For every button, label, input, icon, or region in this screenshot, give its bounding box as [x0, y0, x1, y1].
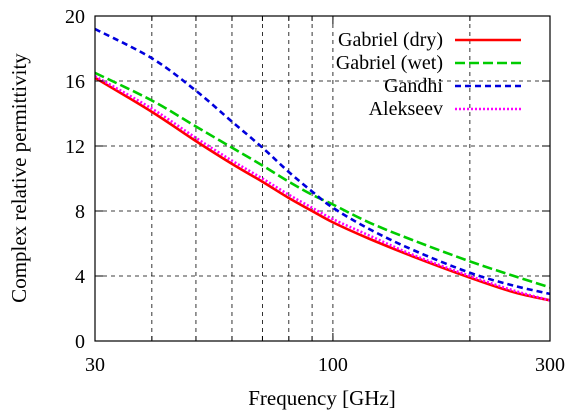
- x-tick-label: 300: [535, 354, 565, 376]
- plot-frame: [94, 15, 551, 342]
- series-line-gabriel-wet: [94, 71, 551, 289]
- x-tick-label: 30: [85, 354, 105, 376]
- x-tick-label: 100: [318, 354, 348, 376]
- legend-label: Gabriel (wet): [336, 52, 443, 74]
- legend-label: Gandhi: [384, 75, 443, 97]
- series-lines: [94, 27, 551, 302]
- series-line-alekseev: [94, 75, 551, 302]
- y-tick-label: 20: [65, 6, 85, 28]
- y-tick-label: 4: [75, 266, 85, 288]
- axis-ticks: 30 100 300 0 4 8 12 16 20: [65, 6, 565, 376]
- series-line-gabriel-dry: [94, 76, 551, 302]
- legend-label: Alekseev: [369, 98, 443, 120]
- y-tick-label: 8: [75, 201, 85, 223]
- y-tick-label: 0: [75, 331, 85, 353]
- y-tick-label: 16: [65, 71, 85, 93]
- y-axis-label: Complex relative permittivity: [7, 53, 31, 303]
- legend-label: Gabriel (dry): [338, 29, 443, 51]
- grid-lines: [95, 16, 550, 341]
- x-axis-label: Frequency [GHz]: [248, 386, 396, 410]
- series-line-gandhi: [94, 27, 551, 296]
- y-tick-label: 12: [65, 136, 85, 158]
